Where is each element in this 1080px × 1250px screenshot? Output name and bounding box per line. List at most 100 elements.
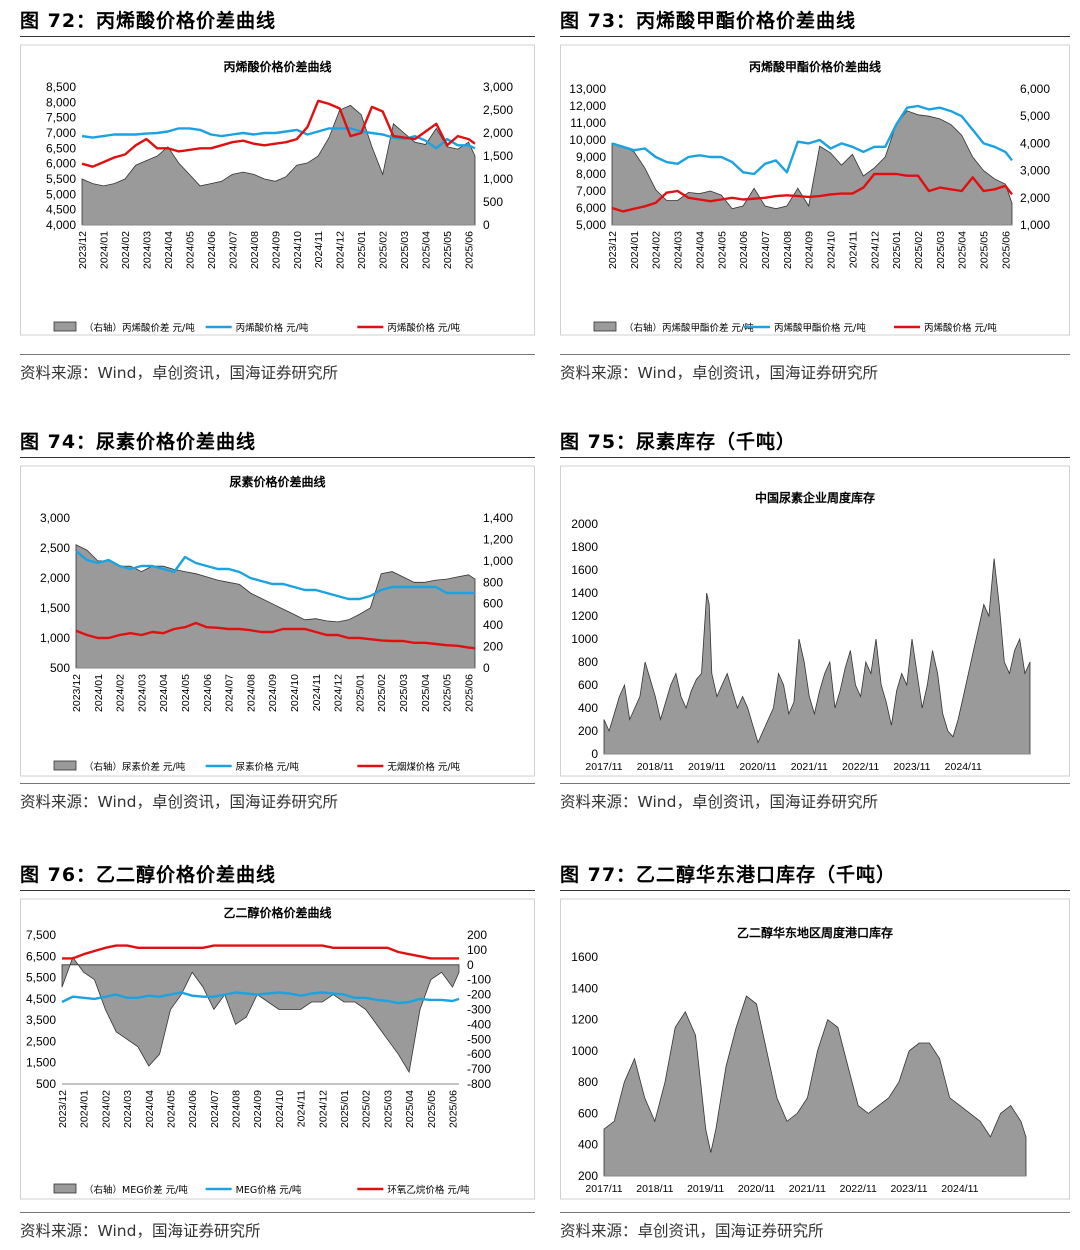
left-axis-tick-label: 1,500 bbox=[40, 601, 70, 615]
right-axis-tick-label: 5,000 bbox=[1020, 109, 1050, 123]
left-axis-tick-label: 600 bbox=[578, 1106, 598, 1120]
x-axis-tick-label: 2024/04 bbox=[158, 674, 170, 712]
right-axis-tick-label: 800 bbox=[483, 575, 503, 589]
title-rule bbox=[20, 36, 535, 37]
x-axis-tick-label: 2024/07 bbox=[227, 231, 239, 269]
series-line-2 bbox=[81, 99, 476, 168]
x-axis-tick-label: 2025/01 bbox=[354, 674, 366, 712]
x-axis-tick-label: 2024/09 bbox=[252, 1090, 264, 1128]
series-area-0 bbox=[603, 558, 1031, 755]
source-note: 资料来源：Wind，卓创资讯，国海证券研究所 bbox=[20, 783, 535, 812]
left-axis-tick-label: 1200 bbox=[571, 609, 598, 623]
x-axis-tick-label: 2025/05 bbox=[442, 674, 454, 712]
x-axis-tick-label: 2020/11 bbox=[739, 761, 776, 773]
left-axis-tick-label: 600 bbox=[578, 678, 598, 692]
right-axis-tick-label: 100 bbox=[467, 943, 487, 957]
legend-label: （右轴）丙烯酸甲酯价差 元/吨 bbox=[624, 322, 754, 334]
chart-title: 乙二醇价格价差曲线 bbox=[223, 905, 331, 920]
right-axis-tick-label: 1,000 bbox=[1020, 218, 1050, 232]
left-axis-tick-label: 1400 bbox=[571, 981, 598, 995]
x-axis-tick-label: 2024/01 bbox=[79, 1090, 91, 1128]
x-axis-tick-label: 2022/11 bbox=[840, 1183, 877, 1195]
x-axis-tick-label: 2024/01 bbox=[629, 231, 641, 269]
left-axis-tick-label: 7,500 bbox=[26, 928, 56, 942]
chart-svg: 丙烯酸甲酯价格价差曲线 5,000 6,000 7,000 8,000 9,000 10,0… bbox=[560, 44, 1070, 336]
title-rule bbox=[560, 457, 1070, 458]
left-axis-tick-label: 6,000 bbox=[46, 157, 76, 171]
x-axis-tick-label: 2025/06 bbox=[1000, 231, 1012, 269]
x-axis-tick-label: 2024/03 bbox=[141, 231, 153, 269]
chart-area: 丙烯酸甲酯价格价差曲线 5,000 6,000 7,000 8,000 9,000 10,0… bbox=[560, 37, 1070, 337]
left-axis-tick-label: 13,000 bbox=[569, 82, 606, 96]
right-axis-tick-label: 0 bbox=[483, 218, 490, 232]
legend-label: 丙烯酸价格 元/吨 bbox=[924, 322, 997, 334]
right-axis-tick-label: 0 bbox=[483, 661, 490, 675]
left-axis-tick-label: 1200 bbox=[571, 1013, 598, 1027]
x-axis-tick-label: 2024/10 bbox=[292, 231, 304, 269]
x-axis-tick-label: 2024/04 bbox=[144, 1090, 156, 1128]
x-axis-tick-label: 2024/07 bbox=[209, 1090, 221, 1128]
left-axis-tick-label: 500 bbox=[36, 1077, 56, 1091]
chart-title: 乙二醇华东地区周度港口库存 bbox=[737, 925, 893, 940]
left-axis-tick-label: 11,000 bbox=[570, 116, 606, 130]
x-axis-tick-label: 2024/11 bbox=[941, 1183, 978, 1195]
figure-title: 图 77：乙二醇华东港口库存（千吨） bbox=[560, 864, 897, 886]
x-axis-tick-label: 2025/05 bbox=[979, 231, 991, 269]
x-axis-tick-label: 2025/01 bbox=[891, 231, 903, 269]
right-axis-tick-label: 2,500 bbox=[483, 103, 513, 117]
chart-frame bbox=[20, 898, 535, 1200]
chart-svg: 尿素价格价差曲线 500 1,000 1,500 2,000 2,500 3,000 0 200… bbox=[20, 465, 535, 777]
left-axis-tick-label: 8,000 bbox=[46, 95, 76, 109]
right-axis-tick-label: 0 bbox=[467, 958, 474, 972]
legend-label: MEG价格 元/吨 bbox=[236, 1184, 302, 1196]
x-axis-tick-label: 2025/02 bbox=[376, 674, 388, 712]
x-axis-tick-label: 2021/11 bbox=[791, 761, 828, 773]
source-note: 资料来源：Wind，卓创资讯，国海证券研究所 bbox=[560, 783, 1070, 812]
left-axis-tick-label: 6,500 bbox=[26, 949, 56, 963]
legend-swatch-area bbox=[53, 760, 77, 771]
x-axis-tick-label: 2025/04 bbox=[420, 674, 432, 712]
left-axis-tick-label: 500 bbox=[50, 661, 70, 675]
figure-74: 图 74：尿素价格价差曲线 尿素价格价差曲线 500 1,000 1,500 2,000… bbox=[20, 427, 535, 811]
x-axis-tick-label: 2024/06 bbox=[202, 674, 214, 712]
figure-73: 图 73：丙烯酸甲酯价格价差曲线 丙烯酸甲酯价格价差曲线 5,000 6,000 7,… bbox=[560, 6, 1070, 382]
x-axis-tick-label: 2024/08 bbox=[231, 1090, 243, 1128]
figure-title: 图 74：尿素价格价差曲线 bbox=[20, 431, 257, 453]
right-axis-tick-label: 3,000 bbox=[1020, 164, 1050, 178]
x-axis-tick-label: 2024/02 bbox=[120, 231, 132, 269]
x-axis-tick-label: 2024/12 bbox=[333, 674, 345, 712]
left-axis-tick-label: 5,000 bbox=[576, 218, 606, 232]
left-axis-tick-label: 2,500 bbox=[26, 1034, 56, 1048]
left-axis-tick-label: 3,000 bbox=[40, 511, 70, 525]
right-axis-tick-label: 600 bbox=[483, 597, 503, 611]
series-line-1 bbox=[61, 991, 460, 1005]
x-axis-tick-label: 2025/02 bbox=[913, 231, 925, 269]
right-axis-tick-label: 2,000 bbox=[1020, 191, 1050, 205]
chart-svg: 丙烯酸价格价差曲线4,0004,5005,0005,5006,0006,5007… bbox=[20, 44, 535, 336]
legend-label: 丙烯酸甲酯价格 元/吨 bbox=[774, 322, 866, 334]
chart-svg: 乙二醇价格价差曲线 500 1,500 2,500 3,500 4,500 5,500 6,5… bbox=[20, 898, 535, 1200]
left-axis-tick-label: 1000 bbox=[571, 1044, 598, 1058]
x-axis-tick-label: 2024/04 bbox=[694, 231, 706, 269]
left-axis-tick-label: 9,000 bbox=[576, 150, 606, 164]
left-axis-tick-label: 400 bbox=[578, 701, 598, 715]
x-axis-tick-label: 2024/01 bbox=[98, 231, 110, 269]
chart-svg: 中国尿素企业周度库存 0 200 400 600 800 1000 1200 1400 1600 1… bbox=[560, 465, 1070, 777]
x-axis-tick-label: 2024/01 bbox=[93, 674, 105, 712]
series-line-2 bbox=[611, 172, 1013, 213]
x-axis-tick-label: 2023/11 bbox=[890, 1183, 927, 1195]
legend-label: 丙烯酸价格 元/吨 bbox=[387, 322, 460, 334]
x-axis-tick-label: 2024/08 bbox=[245, 674, 257, 712]
left-axis-tick-label: 6,000 bbox=[576, 201, 606, 215]
legend-label: （右轴）丙烯酸价差 元/吨 bbox=[84, 322, 195, 334]
left-axis-tick-label: 8,000 bbox=[576, 167, 606, 181]
x-axis-tick-label: 2019/11 bbox=[688, 761, 725, 773]
right-axis-tick-label: -500 bbox=[467, 1032, 491, 1046]
x-axis-tick-label: 2023/11 bbox=[893, 761, 930, 773]
x-axis-tick-label: 2024/02 bbox=[100, 1090, 112, 1128]
title-rule bbox=[20, 457, 535, 458]
x-axis-tick-label: 2024/05 bbox=[180, 674, 192, 712]
x-axis-tick-label: 2024/07 bbox=[224, 674, 236, 712]
x-axis-tick-label: 2024/03 bbox=[136, 674, 148, 712]
series-line-2 bbox=[62, 944, 459, 960]
